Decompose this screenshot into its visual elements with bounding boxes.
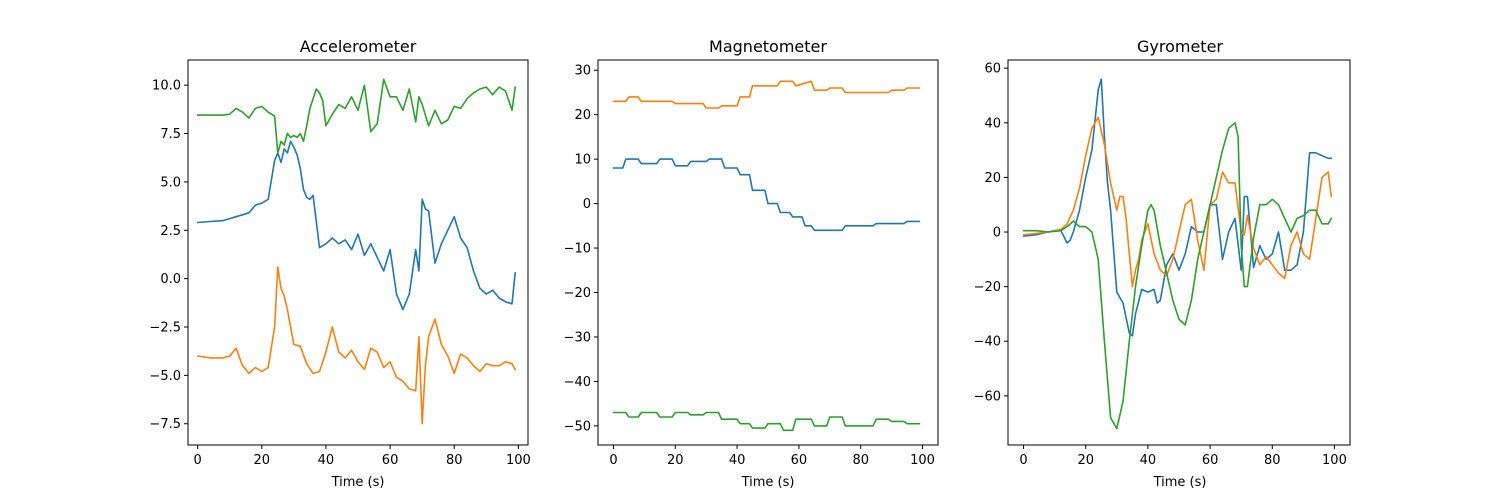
series-line-1 — [1022, 78, 1333, 337]
x-tick-label: 0 — [193, 453, 201, 468]
x-tick-label: 0 — [609, 453, 617, 468]
x-tick-label: 40 — [729, 453, 746, 468]
y-tick-label: −2.5 — [149, 320, 181, 335]
plot-frame — [597, 59, 939, 446]
y-tick-label: 10.0 — [152, 79, 181, 94]
y-tick-label: 0 — [993, 226, 1001, 241]
x-tick-label: 20 — [254, 453, 271, 468]
y-tick-label: 20 — [984, 171, 1001, 186]
x-axis-label: Time (s) — [331, 475, 385, 490]
x-tick-label: 20 — [1077, 453, 1094, 468]
plot-area: 0 20 40 60 80 100 −7.5 −5.0 −2.5 0.0 2.5 5.0 7.5 10.0 — [149, 59, 531, 468]
y-tick-label: 10 — [574, 153, 591, 168]
x-tick-label: 100 — [506, 453, 531, 468]
series-line-2 — [196, 266, 517, 425]
y-tick-label: −20 — [974, 280, 1001, 295]
x-tick-label: 40 — [318, 453, 335, 468]
plot-area: 0 20 40 60 80 100 −50 −40 −30 −20 −10 0 10 20 30 — [564, 59, 939, 468]
x-tick-label: 100 — [1322, 453, 1347, 468]
x-tick-label: 40 — [1140, 453, 1157, 468]
y-tick-label: 7.5 — [160, 127, 181, 142]
chart-title: Gyrometer — [1137, 37, 1223, 56]
y-tick-label: 0.0 — [160, 272, 181, 287]
y-tick-label: −40 — [974, 335, 1001, 350]
x-tick-label: 20 — [667, 453, 684, 468]
series-line-2 — [612, 80, 921, 109]
x-tick-label: 80 — [1264, 453, 1281, 468]
series-line-3 — [1022, 122, 1333, 430]
gyrometer-panel: Gyrometer 0 20 40 60 80 100 −60 −40 −20 0 20 40 60 T… — [974, 37, 1351, 490]
y-tick-label: −40 — [564, 375, 591, 390]
y-tick-label: −5.0 — [149, 369, 181, 384]
y-tick-label: 40 — [984, 116, 1001, 131]
y-tick-label: 30 — [574, 64, 591, 79]
plot-area: 0 20 40 60 80 100 −60 −40 −20 0 20 40 60 — [974, 59, 1351, 468]
y-tick-label: −30 — [564, 330, 591, 345]
x-tick-label: 60 — [1202, 453, 1219, 468]
plot-frame — [187, 59, 529, 446]
y-tick-label: 2.5 — [160, 224, 181, 239]
series-line-3 — [196, 78, 517, 154]
y-tick-label: −20 — [564, 286, 591, 301]
y-tick-label: 5.0 — [160, 175, 181, 190]
series-line-2 — [1022, 116, 1333, 288]
chart-title: Magnetometer — [709, 37, 827, 56]
x-tick-label: 100 — [910, 453, 935, 468]
x-tick-label: 80 — [852, 453, 869, 468]
x-axis-label: Time (s) — [741, 475, 795, 490]
series-line-1 — [196, 140, 517, 311]
y-tick-label: 0 — [583, 197, 591, 212]
magnetometer-panel: Magnetometer 0 20 40 60 80 100−50−40−30−20−10… — [564, 37, 939, 490]
y-tick-label: −7.5 — [149, 417, 181, 432]
chart-title: Accelerometer — [300, 37, 417, 56]
y-tick-label: −60 — [974, 389, 1001, 404]
series-line-3 — [612, 411, 921, 432]
x-tick-label: 60 — [382, 453, 399, 468]
y-tick-label: 20 — [574, 108, 591, 123]
y-tick-label: −10 — [564, 242, 591, 257]
series-line-1 — [612, 158, 921, 232]
plot-frame — [1007, 59, 1351, 446]
y-tick-label: 60 — [984, 62, 1001, 77]
x-tick-label: 60 — [791, 453, 808, 468]
x-tick-label: 80 — [446, 453, 463, 468]
accelerometer-panel: Accelerometer 0 20 40 60 80 100 −7.5 −5.0 −2.5 0.… — [149, 37, 530, 490]
y-tick-label: −50 — [564, 419, 591, 434]
x-axis-label: Time (s) — [1153, 475, 1207, 490]
x-tick-label: 0 — [1019, 453, 1027, 468]
